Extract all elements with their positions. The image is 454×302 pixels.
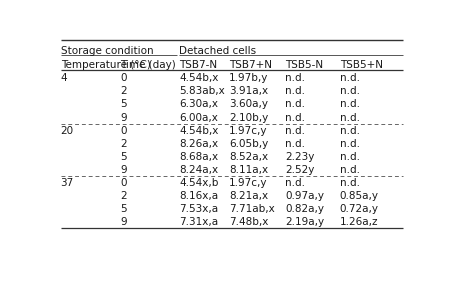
- Text: 7.48b,x: 7.48b,x: [229, 217, 268, 227]
- Text: Temperature (°C): Temperature (°C): [61, 60, 150, 70]
- Text: 1.97c,y: 1.97c,y: [229, 178, 267, 188]
- Text: 7.31x,a: 7.31x,a: [179, 217, 218, 227]
- Text: 7.71ab,x: 7.71ab,x: [229, 204, 275, 214]
- Text: 0.82a,y: 0.82a,y: [286, 204, 324, 214]
- Text: n.d.: n.d.: [340, 178, 360, 188]
- Text: 1.26a,z: 1.26a,z: [340, 217, 378, 227]
- Text: n.d.: n.d.: [340, 86, 360, 96]
- Text: 3.91a,x: 3.91a,x: [229, 86, 268, 96]
- Text: 8.16x,a: 8.16x,a: [179, 191, 218, 201]
- Text: 0.85a,y: 0.85a,y: [340, 191, 379, 201]
- Text: 2.10b,y: 2.10b,y: [229, 113, 268, 123]
- Text: 6.05b,y: 6.05b,y: [229, 139, 268, 149]
- Text: 9: 9: [120, 217, 127, 227]
- Text: TSB5+N: TSB5+N: [340, 60, 383, 70]
- Text: 9: 9: [120, 165, 127, 175]
- Text: n.d.: n.d.: [286, 139, 306, 149]
- Text: n.d.: n.d.: [340, 152, 360, 162]
- Text: 5: 5: [120, 99, 127, 109]
- Text: 8.24a,x: 8.24a,x: [179, 165, 218, 175]
- Text: 0: 0: [120, 73, 127, 83]
- Text: Detached cells: Detached cells: [179, 46, 257, 56]
- Text: 8.11a,x: 8.11a,x: [229, 165, 268, 175]
- Text: n.d.: n.d.: [340, 139, 360, 149]
- Text: n.d.: n.d.: [286, 126, 306, 136]
- Text: 8.26a,x: 8.26a,x: [179, 139, 218, 149]
- Text: Storage condition: Storage condition: [61, 46, 153, 56]
- Text: n.d.: n.d.: [286, 178, 306, 188]
- Text: n.d.: n.d.: [286, 99, 306, 109]
- Text: 5.83ab,x: 5.83ab,x: [179, 86, 225, 96]
- Text: n.d.: n.d.: [340, 126, 360, 136]
- Text: 4.54b,x: 4.54b,x: [179, 126, 218, 136]
- Text: 6.00a,x: 6.00a,x: [179, 113, 218, 123]
- Text: 6.30a,x: 6.30a,x: [179, 99, 218, 109]
- Text: n.d.: n.d.: [340, 113, 360, 123]
- Text: 20: 20: [61, 126, 74, 136]
- Text: 8.68a,x: 8.68a,x: [179, 152, 218, 162]
- Text: 2.23y: 2.23y: [286, 152, 315, 162]
- Text: TSB7+N: TSB7+N: [229, 60, 272, 70]
- Text: 7.53x,a: 7.53x,a: [179, 204, 218, 214]
- Text: n.d.: n.d.: [340, 73, 360, 83]
- Text: 2: 2: [120, 191, 127, 201]
- Text: 3.60a,y: 3.60a,y: [229, 99, 268, 109]
- Text: 0: 0: [120, 126, 127, 136]
- Text: 2.19a,y: 2.19a,y: [286, 217, 325, 227]
- Text: n.d.: n.d.: [286, 113, 306, 123]
- Text: 2: 2: [120, 139, 127, 149]
- Text: 4.54x,b: 4.54x,b: [179, 178, 218, 188]
- Text: 0.72a,y: 0.72a,y: [340, 204, 379, 214]
- Text: 0: 0: [120, 178, 127, 188]
- Text: 9: 9: [120, 113, 127, 123]
- Text: 5: 5: [120, 204, 127, 214]
- Text: 5: 5: [120, 152, 127, 162]
- Text: n.d.: n.d.: [340, 99, 360, 109]
- Text: n.d.: n.d.: [286, 73, 306, 83]
- Text: TSB7-N: TSB7-N: [179, 60, 217, 70]
- Text: 2.52y: 2.52y: [286, 165, 315, 175]
- Text: 2: 2: [120, 86, 127, 96]
- Text: 1.97b,y: 1.97b,y: [229, 73, 268, 83]
- Text: 0.97a,y: 0.97a,y: [286, 191, 324, 201]
- Text: 8.52a,x: 8.52a,x: [229, 152, 268, 162]
- Text: 4.54b,x: 4.54b,x: [179, 73, 218, 83]
- Text: Time (day): Time (day): [120, 60, 176, 70]
- Text: TSB5-N: TSB5-N: [286, 60, 324, 70]
- Text: n.d.: n.d.: [340, 165, 360, 175]
- Text: n.d.: n.d.: [286, 86, 306, 96]
- Text: 8.21a,x: 8.21a,x: [229, 191, 268, 201]
- Text: 37: 37: [61, 178, 74, 188]
- Text: 4: 4: [61, 73, 67, 83]
- Text: 1.97c,y: 1.97c,y: [229, 126, 267, 136]
